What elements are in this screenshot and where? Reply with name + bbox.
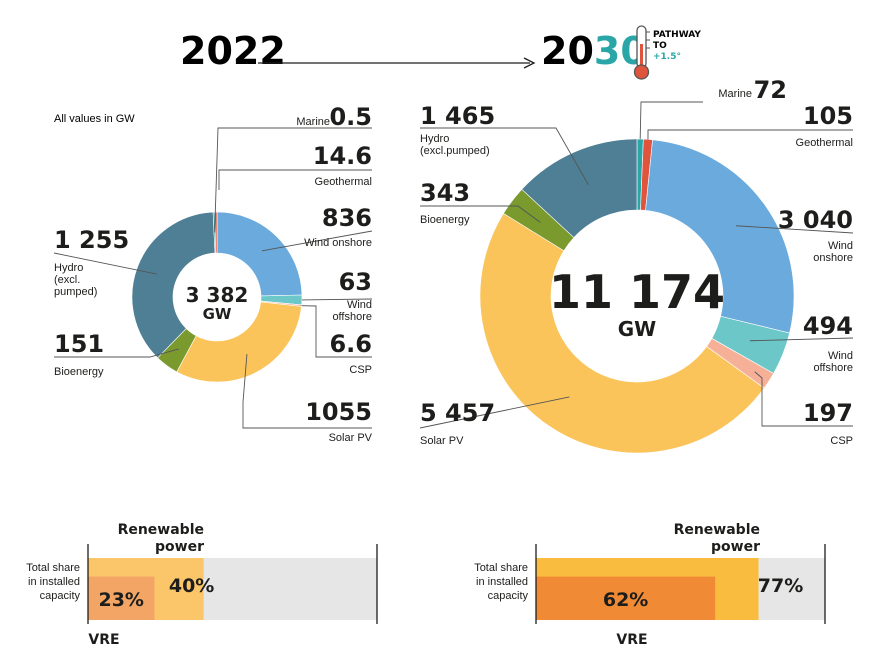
category-label-wind_offshore: offshore: [332, 311, 372, 323]
value-label-geothermal: 14.6: [313, 142, 372, 170]
year-2030-prefix: 20: [541, 29, 594, 73]
category-label-wind_onshore: Wind onshore: [304, 237, 372, 249]
category-label-bioenergy: Bioenergy: [420, 214, 470, 226]
leader-wind_offshore: [301, 298, 373, 301]
bar-vre: [88, 576, 155, 620]
value-label-bioenergy: 343: [420, 179, 470, 207]
data-label-renewable-power: 77%: [758, 575, 803, 597]
value-label-geothermal: 105: [803, 102, 853, 130]
category-label-hydro: Hydro: [420, 133, 449, 145]
value-label-marine: 0.5: [329, 103, 372, 131]
value-label-hydro: 1 465: [420, 102, 495, 130]
share-axis-label: in installed: [476, 576, 528, 588]
renewable-power-title: power: [711, 539, 760, 555]
leader-marine: [214, 127, 372, 233]
leader-csp: [754, 371, 853, 427]
share-axis-label: in installed: [28, 576, 80, 588]
units-note: All values in GW: [54, 113, 135, 125]
value-label-solar: 5 457: [420, 399, 495, 427]
year-2030: 2030: [541, 29, 647, 73]
header: 2022 2030 PATHWAY TO +1.5°: [180, 25, 701, 80]
pathway-line-1: PATHWAY: [653, 30, 701, 40]
category-label-wind_offshore: Wind: [347, 299, 372, 311]
category-label-hydro: (excl.pumped): [420, 145, 490, 157]
arrowhead-icon: [523, 57, 536, 69]
leader-hydro: [53, 252, 157, 275]
vre-title: VRE: [616, 632, 647, 648]
category-label-marine: Marine: [296, 116, 330, 128]
share-axis-label: Total share: [474, 562, 528, 574]
vre-title: VRE: [88, 632, 119, 648]
renewable-power-title: Renewable: [674, 522, 760, 538]
category-label-hydro: pumped): [54, 286, 97, 298]
value-label-wind_offshore: 494: [803, 312, 853, 340]
total-value: 3 382: [186, 283, 249, 307]
data-label-vre: 62%: [603, 589, 648, 611]
category-label-wind_offshore: offshore: [813, 362, 853, 374]
value-label-hydro: 1 255: [54, 226, 129, 254]
leader-solar: [242, 354, 372, 429]
thermometer-icon: [633, 25, 650, 80]
value-label-wind_onshore: 3 040: [778, 206, 853, 234]
leader-wind_onshore: [736, 225, 854, 234]
slice-wind_onshore: [216, 211, 303, 297]
total-value: 11 174: [549, 265, 725, 319]
data-label-renewable-power: 40%: [169, 575, 214, 597]
total-unit: GW: [618, 317, 656, 341]
slice-solar: [479, 212, 765, 454]
leader-geothermal: [647, 129, 853, 140]
category-label-solar: Solar PV: [420, 435, 464, 447]
leader-csp: [301, 305, 372, 358]
leader-bioenergy: [420, 205, 541, 223]
pathway-line-2: TO: [653, 41, 667, 51]
category-label-geothermal: Geothermal: [315, 176, 372, 188]
bar-vre: [536, 576, 716, 620]
value-label-bioenergy: 151: [54, 330, 104, 358]
share-axis-label: capacity: [488, 590, 529, 602]
category-label-csp: CSP: [349, 364, 372, 376]
value-label-csp: 6.6: [329, 330, 372, 358]
leader-marine: [639, 101, 703, 140]
renewable-power-title: power: [155, 539, 204, 555]
pathway-line-3: +1.5°: [653, 52, 681, 62]
data-label-vre: 23%: [98, 589, 143, 611]
total-unit: GW: [203, 305, 232, 323]
category-label-geothermal: Geothermal: [796, 137, 853, 149]
category-label-wind_onshore: Wind: [828, 240, 853, 252]
renewable-power-title: Renewable: [118, 522, 204, 538]
slice-hydro: [131, 211, 216, 359]
year-2022: 2022: [180, 29, 286, 73]
leader-wind_offshore: [749, 337, 854, 342]
value-label-wind_onshore: 836: [322, 204, 372, 232]
leader-hydro: [420, 127, 589, 185]
leader-wind_onshore: [261, 230, 373, 252]
share-axis-label: Total share: [26, 562, 80, 574]
share-axis-label: capacity: [40, 590, 81, 602]
leader-geothermal: [218, 169, 372, 190]
category-label-hydro: Hydro: [54, 262, 83, 274]
leader-bioenergy: [54, 348, 179, 358]
slice-solar: [176, 301, 302, 383]
category-label-wind_offshore: Wind: [828, 350, 853, 362]
category-label-bioenergy: Bioenergy: [54, 366, 104, 378]
value-label-wind_offshore: 63: [339, 268, 372, 296]
value-label-csp: 197: [803, 399, 853, 427]
leader-solar: [419, 396, 570, 429]
slice-hydro: [521, 138, 638, 238]
value-label-solar: 1055: [305, 398, 372, 426]
category-label-hydro: (excl.: [54, 274, 80, 286]
category-label-wind_onshore: onshore: [813, 252, 853, 264]
value-label-marine: 72: [754, 76, 787, 104]
slice-wind_onshore: [645, 139, 795, 334]
category-label-marine: Marine: [718, 88, 752, 100]
category-label-csp: CSP: [830, 435, 853, 447]
category-label-solar: Solar PV: [329, 432, 373, 444]
